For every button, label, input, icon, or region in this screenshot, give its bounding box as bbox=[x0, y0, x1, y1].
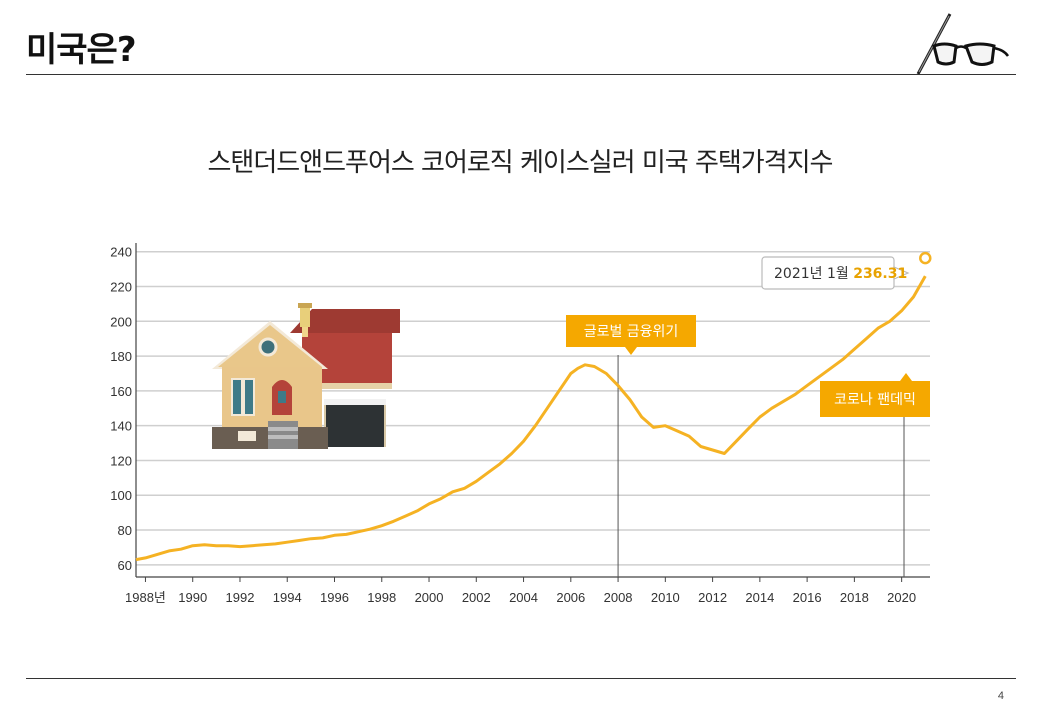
latest-point-marker bbox=[919, 251, 932, 265]
y-tick-140: 140 bbox=[110, 419, 132, 434]
y-tick-120: 120 bbox=[110, 453, 132, 468]
x-tick-2004: 2004 bbox=[509, 590, 538, 605]
y-tick-200: 200 bbox=[110, 314, 132, 329]
y-tick-220: 220 bbox=[110, 279, 132, 294]
x-tick-2006: 2006 bbox=[556, 590, 585, 605]
glasses-icon bbox=[916, 13, 1010, 75]
latest-label: 2021년 1월 bbox=[774, 266, 853, 282]
x-tick-2000: 2000 bbox=[415, 590, 444, 605]
footer-divider bbox=[26, 678, 1016, 679]
x-tick-2018: 2018 bbox=[840, 590, 869, 605]
x-tick-2014: 2014 bbox=[745, 590, 774, 605]
x-tick-2020: 2020 bbox=[887, 590, 916, 605]
x-tick-2008: 2008 bbox=[604, 590, 633, 605]
x-tick-2012: 2012 bbox=[698, 590, 727, 605]
header-divider bbox=[26, 74, 1016, 75]
x-tick-2010: 2010 bbox=[651, 590, 680, 605]
chart-title: 스탠더드앤드푸어스 코어로직 케이스실러 미국 주택가격지수 bbox=[207, 148, 834, 178]
y-tick-240: 240 bbox=[110, 245, 132, 260]
latest-value-callout: 2021년 1월 236.31 bbox=[761, 256, 910, 290]
x-tick-1994: 1994 bbox=[273, 590, 302, 605]
y-tick-180: 180 bbox=[110, 349, 132, 364]
x-tick-2016: 2016 bbox=[793, 590, 822, 605]
x-tick-1992: 1992 bbox=[226, 590, 255, 605]
x-tick-labels: 1988년 1990 1992 1994 1996 1998 2000 2002 2004 200… bbox=[125, 577, 916, 605]
x-tick-1996: 1996 bbox=[320, 590, 349, 605]
slide-title: 미국은? bbox=[26, 30, 137, 70]
covid-label: 코로나 팬데믹 bbox=[834, 392, 916, 408]
gfc-label: 글로벌 금융위기 bbox=[584, 324, 679, 340]
y-tick-60: 60 bbox=[118, 558, 132, 573]
gfc-badge: 글로벌 금융위기 bbox=[566, 315, 696, 355]
x-tick-1998: 1998 bbox=[367, 590, 396, 605]
y-tick-labels: 60 80 100 120 140 160 180 200 220 240 bbox=[110, 245, 132, 573]
y-tick-100: 100 bbox=[110, 488, 132, 503]
y-tick-160: 160 bbox=[110, 384, 132, 399]
covid-badge: 코로나 팬데믹 bbox=[820, 373, 930, 417]
latest-value: 236.31 bbox=[853, 266, 907, 282]
x-tick-2002: 2002 bbox=[462, 590, 491, 605]
y-tick-80: 80 bbox=[118, 523, 132, 538]
x-tick-1990: 1990 bbox=[178, 590, 207, 605]
series-line bbox=[135, 275, 927, 562]
house-illustration-icon bbox=[212, 303, 400, 449]
svg-text:2021년 1월 236.31: 2021년 1월 236.31 bbox=[774, 266, 907, 282]
page-number: 4 bbox=[997, 690, 1004, 702]
x-tick-1988: 1988년 bbox=[125, 590, 166, 605]
